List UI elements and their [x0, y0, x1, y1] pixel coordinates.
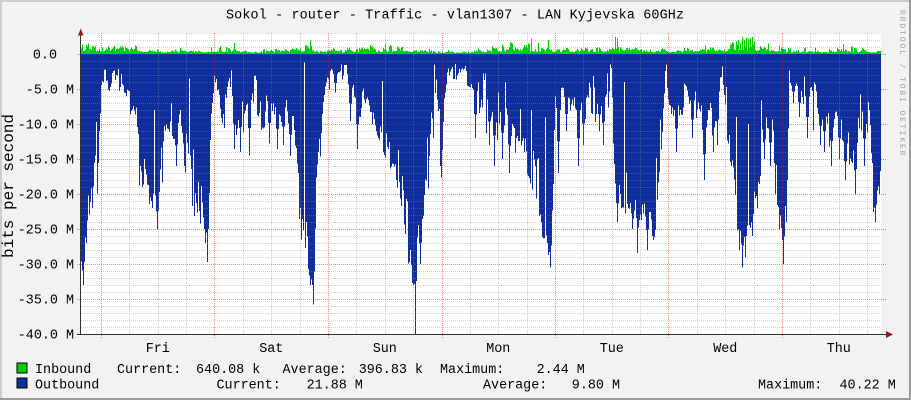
- svg-text:-15.0 M: -15.0 M: [18, 154, 74, 169]
- svg-text:Sat: Sat: [259, 342, 283, 357]
- svg-text:-35.0 M: -35.0 M: [18, 294, 74, 309]
- svg-text:Maximum:: Maximum:: [758, 379, 822, 394]
- svg-text:-5.0 M: -5.0 M: [26, 84, 74, 99]
- svg-text:9.80 M: 9.80 M: [572, 379, 620, 394]
- svg-text:Thu: Thu: [827, 342, 851, 357]
- svg-text:Sun: Sun: [373, 342, 397, 357]
- svg-text:-20.0 M: -20.0 M: [18, 189, 74, 204]
- svg-text:Maximum:: Maximum:: [440, 363, 504, 378]
- svg-text:Current:: Current:: [117, 363, 181, 378]
- svg-text:-25.0 M: -25.0 M: [18, 224, 74, 239]
- svg-text:-30.0 M: -30.0 M: [18, 259, 74, 274]
- svg-text:Wed: Wed: [713, 342, 737, 357]
- svg-text:Inbound: Inbound: [35, 363, 91, 378]
- svg-text:-10.0 M: -10.0 M: [18, 119, 74, 134]
- svg-text:Outbound: Outbound: [35, 379, 99, 394]
- svg-text:RRDTOOL / TOBI OETIKER: RRDTOOL / TOBI OETIKER: [897, 10, 906, 157]
- svg-text:40.22 M: 40.22 M: [840, 379, 896, 394]
- svg-text:Average:: Average:: [483, 379, 547, 394]
- svg-text:Fri: Fri: [146, 342, 170, 357]
- svg-text:Mon: Mon: [486, 342, 510, 357]
- svg-text:Tue: Tue: [600, 342, 624, 357]
- svg-text:Sokol - router - Traffic - vla: Sokol - router - Traffic - vlan1307 - LA…: [226, 9, 684, 24]
- svg-text:21.88 M: 21.88 M: [307, 379, 363, 394]
- svg-text:640.08 k: 640.08 k: [196, 363, 260, 378]
- svg-text:Current:: Current:: [217, 379, 281, 394]
- svg-text:2.44 M: 2.44 M: [537, 363, 585, 378]
- svg-text:bits per second: bits per second: [0, 114, 18, 258]
- svg-text:396.83 k: 396.83 k: [359, 363, 423, 378]
- svg-text:Average:: Average:: [283, 363, 347, 378]
- svg-text:0.0: 0.0: [33, 49, 57, 64]
- svg-text:-40.0 M: -40.0 M: [18, 329, 74, 344]
